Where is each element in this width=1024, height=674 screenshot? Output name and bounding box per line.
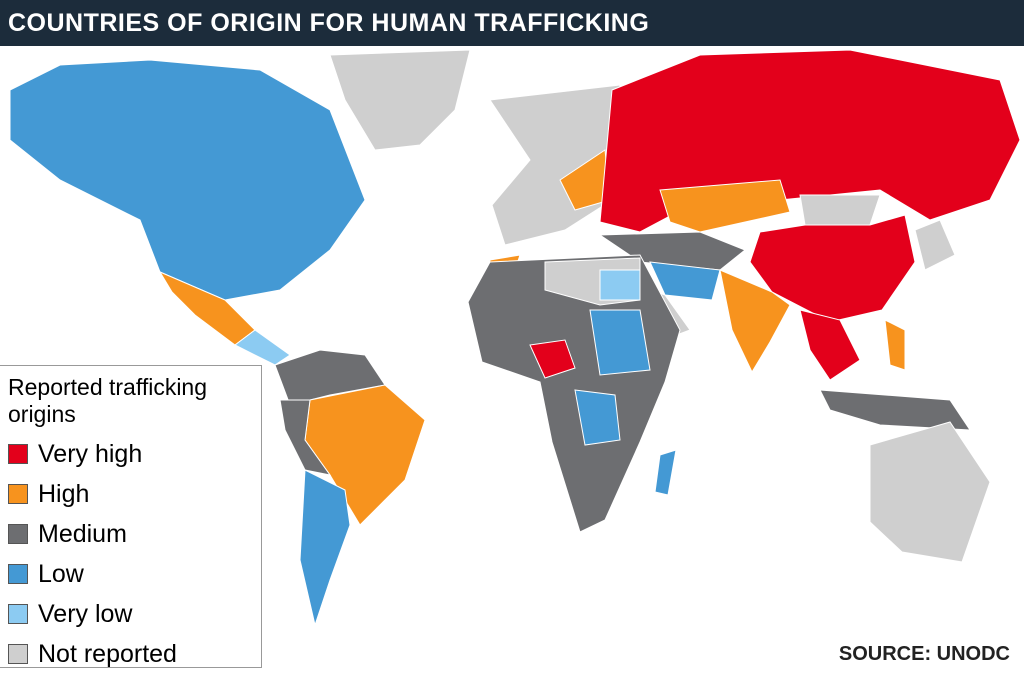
greenland xyxy=(329,49,471,151)
north-america xyxy=(9,59,366,301)
legend-item: High xyxy=(8,474,253,514)
china xyxy=(749,214,916,323)
legend-item: Very high xyxy=(8,434,253,474)
legend-label: Very low xyxy=(38,599,133,628)
legend-item: Not reported xyxy=(8,634,253,674)
legend-swatch xyxy=(8,484,28,504)
iran-region xyxy=(649,261,721,301)
indonesia xyxy=(819,389,971,431)
australia xyxy=(869,421,991,563)
japan-korea xyxy=(914,219,956,271)
legend-items: Very high High Medium Low Very low Not report… xyxy=(8,434,253,674)
central-africa xyxy=(589,309,651,376)
legend-item: Low xyxy=(8,554,253,594)
legend-label: Very high xyxy=(38,439,143,468)
legend-label: Low xyxy=(38,559,84,588)
central-america xyxy=(234,329,291,366)
legend-label: Not reported xyxy=(38,639,177,668)
legend-item: Medium xyxy=(8,514,253,554)
legend-item: Very low xyxy=(8,594,253,634)
source: SOURCE: UNODC xyxy=(838,643,1010,665)
southern-africa xyxy=(574,389,621,446)
egypt-sudan-light xyxy=(599,269,641,301)
legend-swatch xyxy=(8,444,28,464)
world-map xyxy=(9,49,1021,627)
legend-swatch xyxy=(8,604,28,624)
legend-title: Reported trafficking origins xyxy=(8,374,208,427)
legend-swatch xyxy=(8,564,28,584)
india xyxy=(719,269,791,374)
kazakhstan xyxy=(659,179,791,233)
peru-bolivia xyxy=(279,399,332,476)
legend-label: High xyxy=(38,479,90,508)
argentina xyxy=(299,469,351,627)
nigeria xyxy=(529,339,576,379)
mongolia xyxy=(799,194,881,226)
southeast-asia xyxy=(799,309,861,381)
legend-label: Medium xyxy=(38,519,127,548)
title-bar: COUNTRIES OF ORIGIN FOR HUMAN TRAFFICKIN… xyxy=(0,0,1024,46)
legend-swatch xyxy=(8,644,28,664)
legend-swatch xyxy=(8,524,28,544)
philippines xyxy=(884,319,906,371)
madagascar xyxy=(654,449,677,496)
legend: Reported trafficking origins Very high Hi… xyxy=(0,365,262,668)
